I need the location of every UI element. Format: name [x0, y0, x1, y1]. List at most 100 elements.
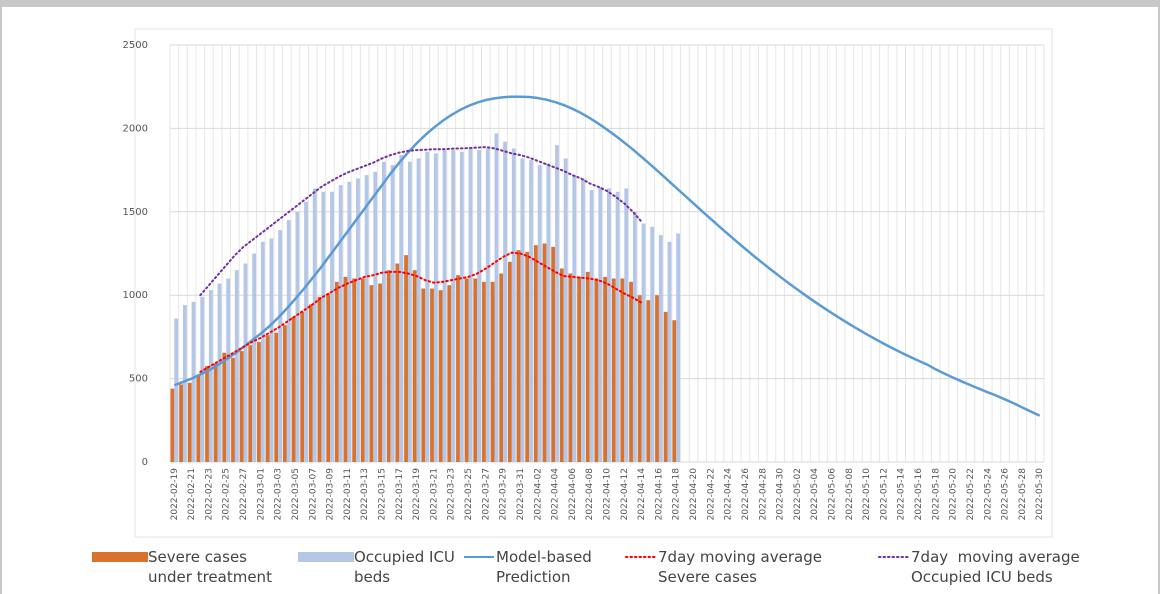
x-tick-label: 2022-04-02	[533, 468, 543, 520]
bar	[438, 290, 443, 462]
bar	[295, 211, 300, 462]
bar	[646, 300, 651, 462]
bar	[308, 304, 313, 462]
bar	[603, 276, 607, 462]
x-tick-label: 2022-03-05	[291, 468, 301, 520]
bar	[468, 148, 473, 462]
bar	[343, 276, 348, 462]
bar	[672, 320, 677, 462]
bar	[537, 165, 542, 462]
bar	[421, 288, 426, 462]
legend-label: 7day moving average Occupied ICU beds	[911, 548, 1085, 586]
bar	[274, 332, 279, 462]
bar	[300, 311, 305, 462]
x-tick-label: 2022-04-30	[776, 468, 786, 521]
bar	[482, 281, 486, 462]
bar	[508, 261, 512, 462]
y-tick-label: 2000	[123, 123, 148, 134]
bar	[352, 278, 357, 462]
bar	[581, 178, 585, 462]
legend-item: Occupied ICU beds	[298, 547, 464, 587]
legend-label: Severe cases under treatment	[148, 548, 272, 586]
bar	[499, 273, 504, 462]
bar	[663, 311, 668, 462]
bar	[511, 148, 516, 462]
bar	[248, 345, 253, 462]
bar	[451, 150, 456, 463]
x-tick-label: 2022-03-03	[274, 468, 284, 520]
bar	[459, 151, 464, 462]
x-tick-label: 2022-05-30	[1035, 468, 1045, 521]
bar	[260, 241, 265, 462]
bar	[594, 278, 599, 462]
bar	[356, 178, 360, 462]
bar	[629, 281, 633, 462]
legend-label: Model-based Prediction	[496, 548, 597, 586]
legend-swatch	[298, 552, 354, 562]
x-tick-label: 2022-05-12	[879, 468, 889, 520]
y-tick-label: 2500	[123, 40, 148, 51]
bar	[326, 293, 331, 462]
bar	[650, 226, 655, 462]
x-tick-label: 2022-03-07	[308, 468, 318, 520]
x-tick-label: 2022-04-24	[724, 468, 734, 521]
x-tick-label: 2022-05-14	[897, 468, 907, 521]
y-tick-label: 1000	[123, 290, 148, 301]
bar	[395, 263, 400, 462]
bar	[208, 290, 213, 462]
bar	[330, 191, 334, 462]
bar	[187, 382, 192, 462]
legend-swatch	[92, 552, 148, 562]
x-tick-label: 2022-03-21	[429, 468, 439, 520]
bar	[447, 285, 452, 462]
bar	[257, 341, 261, 462]
x-tick-label: 2022-05-24	[983, 468, 993, 521]
bar	[291, 316, 296, 462]
bar	[369, 285, 374, 462]
swatch	[92, 552, 148, 562]
x-tick-label: 2022-03-19	[412, 468, 422, 521]
legend: Severe cases under treatment Occupied ICU…	[2, 547, 1158, 594]
x-tick-label: 2022-04-04	[551, 468, 561, 521]
x-tick-label: 2022-03-31	[516, 468, 526, 520]
bar	[373, 171, 378, 462]
bar	[205, 366, 209, 462]
legend-item: Model-based Prediction	[462, 547, 611, 587]
x-tick-label: 2022-03-01	[256, 468, 266, 520]
bar	[551, 246, 556, 462]
bar	[442, 150, 447, 463]
bar	[464, 278, 469, 462]
x-tick-label: 2022-05-06	[827, 468, 837, 521]
bar	[529, 160, 533, 463]
bar	[200, 296, 205, 462]
swatch	[298, 552, 354, 562]
bar	[283, 325, 287, 462]
x-tick-label: 2022-03-13	[360, 468, 370, 520]
bar	[317, 296, 322, 462]
bar	[655, 295, 659, 462]
bar	[386, 270, 391, 462]
bar	[589, 190, 594, 462]
bar	[607, 188, 611, 462]
bar	[572, 175, 577, 462]
x-tick-label: 2022-02-25	[222, 468, 232, 520]
x-tick-label: 2022-02-19	[170, 468, 180, 521]
bar	[399, 155, 404, 462]
bar	[577, 276, 582, 462]
x-tick-label: 2022-03-15	[378, 468, 388, 520]
x-tick-label: 2022-03-17	[395, 468, 405, 520]
bar	[555, 145, 559, 462]
bar	[456, 275, 460, 462]
chart: 0 500 1000 1500 2000 2500 2022-02-19 2022-02-21…	[123, 28, 1053, 538]
bar	[334, 281, 339, 462]
x-tick-label: 2022-03-23	[447, 468, 457, 520]
bar	[503, 141, 507, 462]
bar	[179, 384, 183, 462]
x-tick-label: 2022-05-20	[949, 468, 959, 521]
x-tick-label: 2022-04-08	[585, 468, 595, 521]
bar	[239, 351, 244, 462]
x-tick-label: 2022-05-04	[810, 468, 820, 521]
bar	[191, 301, 196, 462]
bar	[182, 305, 187, 462]
bar	[364, 175, 369, 462]
